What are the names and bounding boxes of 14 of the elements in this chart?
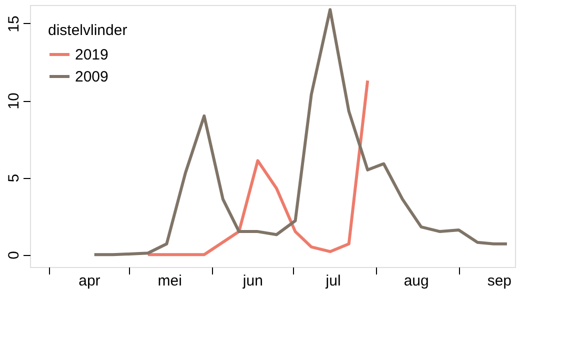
y-tick-label: 15 — [6, 16, 22, 32]
legend-title: distelvlinder — [48, 22, 128, 39]
x-tick-label: jun — [242, 272, 263, 290]
y-tick-label: 0 — [6, 251, 22, 260]
x-tick-label: sep — [487, 272, 512, 290]
x-tick-label: apr — [78, 272, 100, 290]
y-tick-label: 5 — [6, 174, 22, 182]
y-tick-label: 10 — [6, 92, 22, 110]
x-tick-label: aug — [404, 272, 429, 290]
legend-label: 2009 — [75, 68, 108, 86]
x-tick-label: jul — [324, 272, 341, 290]
x-tick-label: mei — [158, 272, 182, 290]
legend-label: 2019 — [75, 46, 108, 64]
line-series — [146, 79, 370, 256]
